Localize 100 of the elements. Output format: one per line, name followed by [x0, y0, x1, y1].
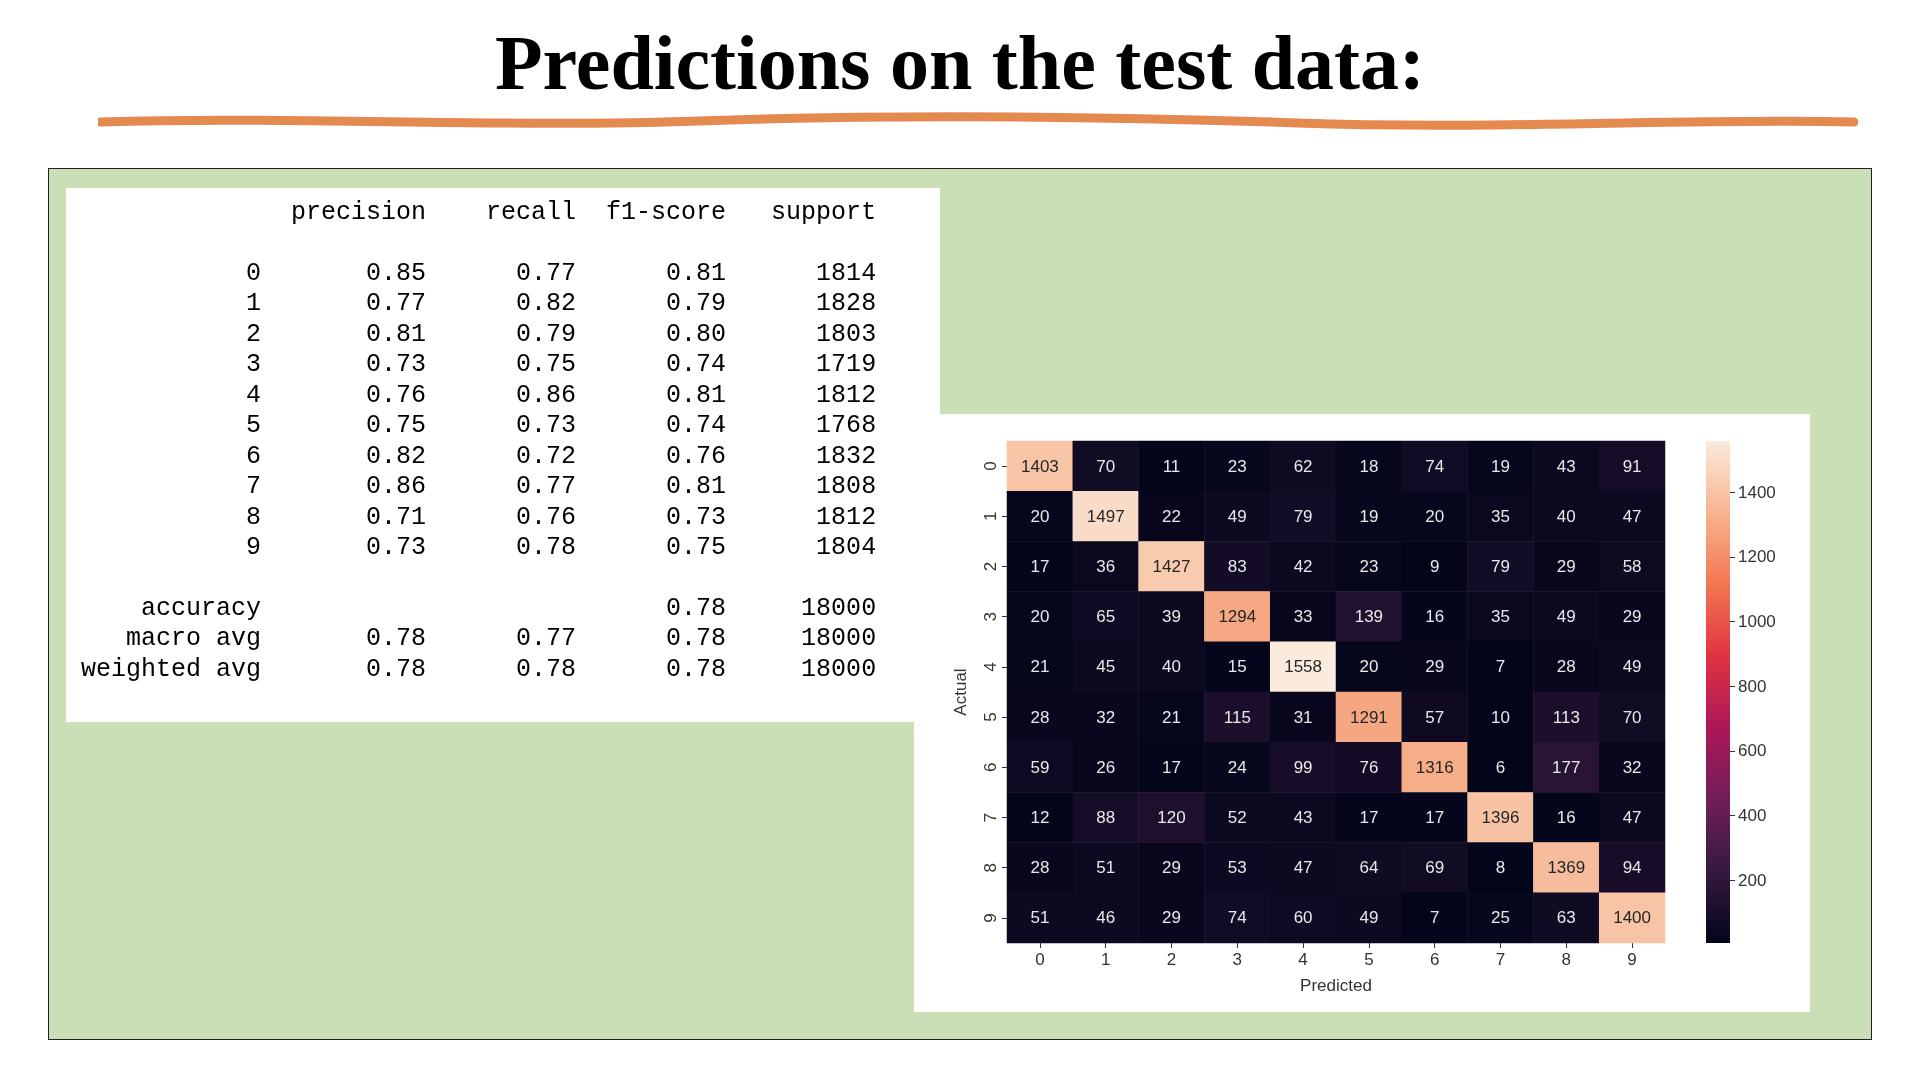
- data-label: 18: [1359, 456, 1379, 476]
- data-label: 21: [1162, 707, 1181, 727]
- data-label: 65: [1096, 607, 1116, 627]
- x-tick-label: 8: [1561, 950, 1572, 969]
- color-bar-label: 1400: [1738, 482, 1776, 502]
- data-label: 69: [1425, 858, 1445, 878]
- data-label: 35: [1491, 506, 1510, 526]
- data-label: 62: [1293, 456, 1313, 476]
- data-label: 33: [1293, 607, 1313, 627]
- data-label: 1558: [1284, 657, 1323, 677]
- x-tick-label: 1: [1100, 950, 1111, 969]
- text: 4 0.76 0.86 0.81 1812: [245, 380, 877, 411]
- data-label: 17: [1425, 808, 1445, 827]
- color-bar-label: 600: [1738, 741, 1767, 761]
- data-label: 70: [1096, 456, 1116, 476]
- data-label: 74: [1227, 908, 1247, 928]
- x-axis-title: Predicted: [1300, 976, 1372, 995]
- data-label: 29: [1425, 657, 1445, 677]
- data-label: 46: [1096, 908, 1116, 928]
- data-label: 36: [1096, 557, 1116, 576]
- data-label: 16: [1425, 607, 1445, 627]
- data-label: 76: [1359, 757, 1379, 777]
- text: macro avg 0.78 0.77 0.78 18000: [125, 624, 877, 655]
- data-label: 16: [1556, 808, 1576, 827]
- data-label: 177: [1552, 757, 1581, 777]
- data-label: 49: [1556, 607, 1576, 627]
- text: 5 0.75 0.73 0.74 1768: [245, 411, 877, 442]
- text: 7 0.86 0.77 0.81 1808: [245, 472, 877, 503]
- data-label: 20: [1030, 506, 1050, 526]
- data-label: 45: [1096, 657, 1116, 677]
- y-axis-title: Actual: [951, 668, 970, 716]
- text: 0 0.85 0.77 0.81 1814: [245, 258, 877, 289]
- data-label: 115: [1223, 707, 1251, 727]
- data-label: 51: [1030, 908, 1050, 928]
- data-label: 83: [1227, 557, 1247, 576]
- data-label: 53: [1227, 858, 1247, 878]
- data-label: 113: [1552, 707, 1580, 727]
- data-label: 24: [1227, 757, 1247, 777]
- data-label: 35: [1491, 607, 1510, 627]
- data-label: 88: [1096, 808, 1116, 827]
- data-label: 20: [1425, 506, 1445, 526]
- x-tick-label: 9: [1627, 950, 1637, 969]
- data-label: 1497: [1086, 506, 1125, 526]
- data-label: 57: [1425, 707, 1445, 727]
- data-label: 8: [1495, 858, 1506, 878]
- x-tick-label: 7: [1495, 950, 1506, 969]
- data-label: 47: [1622, 506, 1642, 526]
- data-label: 99: [1293, 757, 1313, 777]
- data-label: 15: [1227, 657, 1247, 677]
- data-label: 1369: [1547, 858, 1586, 878]
- data-label: 17: [1030, 557, 1050, 576]
- text: 2 0.81 0.79 0.80 1803: [245, 319, 877, 350]
- text: 9 0.73 0.78 0.75 1804: [245, 533, 877, 564]
- data-label: 40: [1556, 506, 1576, 526]
- data-label: 32: [1622, 757, 1642, 777]
- data-label: 52: [1227, 808, 1247, 827]
- data-label: 23: [1227, 456, 1247, 476]
- text: accuracy 0.78 18000: [140, 593, 877, 624]
- data-label: 49: [1622, 657, 1642, 677]
- color-bar-label: 200: [1738, 870, 1767, 890]
- data-label: 29: [1622, 607, 1642, 627]
- data-label: 70: [1622, 707, 1642, 727]
- x-tick-label: 5: [1364, 950, 1374, 969]
- data-label: 51: [1096, 858, 1116, 878]
- y-tick-label: 2: [981, 561, 1000, 572]
- color-bar-label: 1000: [1738, 611, 1776, 631]
- y-tick-label: 3: [981, 611, 1000, 622]
- y-tick-label: 0: [981, 461, 1000, 471]
- x-tick-label: 0: [1035, 950, 1045, 969]
- data-label: 1316: [1415, 757, 1454, 777]
- data-label: 39: [1162, 607, 1181, 627]
- data-label: 26: [1096, 757, 1116, 777]
- y-tick-label: 8: [981, 862, 1000, 873]
- color-bar-label: 400: [1738, 806, 1767, 826]
- data-label: 19: [1491, 456, 1510, 476]
- color-bar-label: 1200: [1738, 547, 1776, 567]
- text: 8 0.71 0.76 0.73 1812: [245, 502, 877, 533]
- data-label: 1400: [1613, 908, 1652, 928]
- data-label: 139: [1354, 607, 1384, 627]
- text: 1 0.77 0.82 0.79 1828: [245, 289, 877, 320]
- text: precision recall f1-score support: [290, 198, 877, 229]
- data-label: 29: [1162, 908, 1181, 928]
- data-label: 12: [1030, 808, 1050, 827]
- data-label: 7: [1429, 908, 1440, 928]
- y-tick-label: 6: [981, 762, 1000, 773]
- data-label: 63: [1556, 908, 1576, 928]
- data-label: 1427: [1152, 557, 1191, 576]
- text: 6 0.82 0.72 0.76 1832: [245, 441, 877, 472]
- data-label: 11: [1162, 456, 1181, 476]
- data-label: 23: [1359, 557, 1379, 576]
- data-label: 91: [1622, 456, 1642, 476]
- data-label: 40: [1162, 657, 1181, 677]
- data-label: 20: [1030, 607, 1050, 627]
- y-tick-label: 4: [981, 662, 1000, 672]
- data-label: 28: [1030, 858, 1050, 878]
- data-label: 31: [1293, 707, 1313, 727]
- data-label: 58: [1622, 557, 1642, 576]
- data-label: 79: [1491, 557, 1510, 576]
- data-label: 28: [1556, 657, 1576, 677]
- data-label: 7: [1495, 657, 1506, 677]
